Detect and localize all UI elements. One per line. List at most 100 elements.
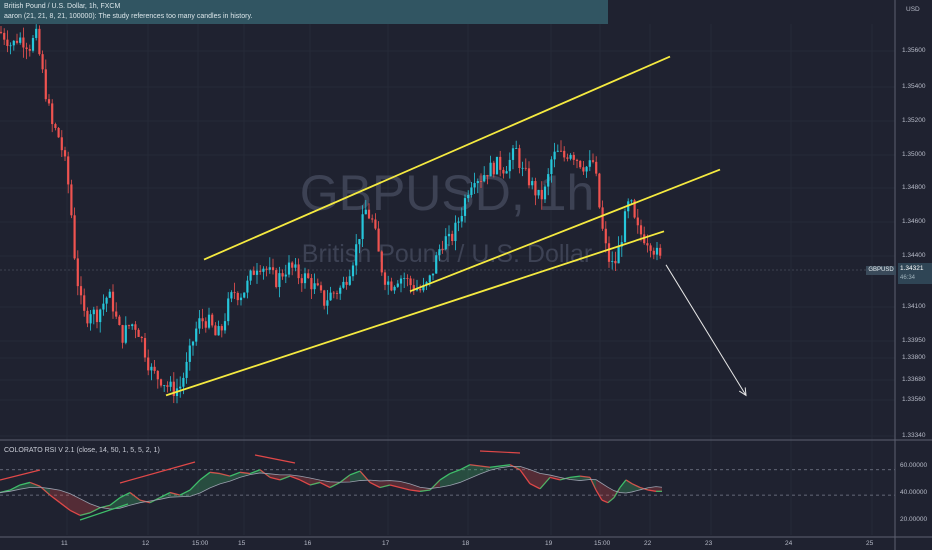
rsi-segment (329, 481, 341, 489)
candle-body (150, 366, 153, 371)
candle-body (227, 298, 230, 322)
candle-body (268, 267, 271, 270)
rsi-fill (540, 473, 550, 489)
rsi-fill (210, 472, 220, 488)
candle-body (22, 37, 25, 48)
candle-body (60, 137, 63, 151)
rsi-segment (179, 489, 191, 496)
rsi-fill (370, 480, 380, 488)
projection-arrow (665, 264, 747, 396)
candle-body (25, 47, 28, 50)
candle-body (447, 233, 451, 237)
candle-body (553, 151, 556, 160)
rsi-segment (69, 509, 81, 516)
candle-body (6, 39, 9, 46)
price-tick-label: 1.35000 (902, 151, 926, 158)
candle-body (518, 148, 521, 168)
candle-body (383, 272, 387, 285)
candle-body (371, 218, 374, 220)
channel-lower-line (165, 230, 665, 397)
candle-body (521, 167, 524, 169)
candle-body (406, 278, 409, 279)
candle-body (127, 325, 131, 327)
candle-body (607, 243, 611, 262)
study-warning: aaron (21, 21, 8, 21, 100000): The study… (4, 13, 253, 20)
candle-body (419, 288, 422, 291)
rsi-segment (239, 471, 251, 475)
candle-body (531, 181, 534, 186)
candle-body (28, 49, 31, 51)
candle-body (486, 175, 489, 177)
candle-body (537, 189, 540, 196)
last-price-marker (898, 263, 932, 284)
rsi-segment (339, 474, 351, 483)
candle-body (630, 200, 633, 202)
candle-body (313, 283, 316, 290)
candle-body (495, 156, 499, 175)
rsi-segment (209, 471, 221, 475)
rsi-fill (390, 480, 400, 488)
candle-body (102, 303, 105, 310)
time-tick-label: 25 (866, 540, 874, 547)
candle-body (476, 181, 479, 184)
price-tick-label: 1.34100 (902, 303, 926, 310)
candle-body (556, 150, 559, 152)
symbol-legend[interactable]: British Pound / U.S. Dollar, 1h, FXCM (4, 3, 121, 10)
candle-body (19, 37, 22, 43)
rsi-fill (410, 483, 420, 492)
rsi-fill (632, 483, 640, 492)
rsi-segment (439, 473, 451, 481)
candle-body (499, 156, 502, 170)
candle-body (156, 370, 159, 380)
candle-body (310, 278, 313, 290)
candle-body (649, 245, 652, 251)
rsi-segment (139, 499, 151, 504)
candle-body (252, 270, 255, 275)
candle-body (259, 270, 262, 272)
candle-body (182, 377, 185, 387)
rsi-fill (130, 492, 140, 506)
candle-body (0, 31, 3, 33)
candle-body (92, 309, 95, 315)
rsi-divergence-line (254, 454, 296, 464)
rsi-segment (249, 469, 261, 475)
candle-body (265, 268, 268, 270)
rsi-segment (229, 471, 241, 477)
candle-body (67, 156, 70, 185)
candle-body (214, 325, 217, 336)
candle-body (307, 273, 310, 279)
candle-body (345, 281, 348, 285)
currency-label: USD (906, 6, 920, 13)
rsi-indicator-params: (close, 14, 50, 1, 5, 5, 2, 1) (76, 447, 160, 454)
candle-body (172, 381, 175, 397)
candle-body (300, 278, 303, 284)
rsi-segment (479, 465, 491, 468)
rsi-segment (129, 492, 141, 501)
rsi-fill (340, 474, 350, 483)
rsi-fill (50, 488, 60, 503)
candle-body (70, 184, 73, 216)
candle-body (230, 292, 233, 299)
candle-body (585, 166, 588, 172)
rsi-fill (520, 466, 530, 484)
rsi-segment (159, 491, 171, 499)
time-tick-label: 15 (238, 540, 246, 547)
price-tick-label: 1.35400 (902, 83, 926, 90)
rsi-segment (579, 475, 591, 479)
candle-body (569, 154, 572, 159)
rsi-fill (608, 487, 614, 503)
rsi-legend[interactable]: COLORATO RSI V 2.1 (close, 14, 50, 1, 5,… (4, 447, 160, 454)
candle-body (633, 200, 636, 218)
candle-body (409, 278, 412, 286)
channel-upper-line (203, 55, 671, 261)
candle-body (617, 246, 620, 264)
candle-body (134, 324, 137, 330)
candle-body (380, 251, 383, 273)
trend-channel[interactable] (165, 55, 747, 397)
candle-body (207, 314, 211, 328)
rsi-fill (170, 492, 180, 498)
candle-body (332, 292, 335, 294)
rsi-divergence-line (79, 503, 129, 521)
